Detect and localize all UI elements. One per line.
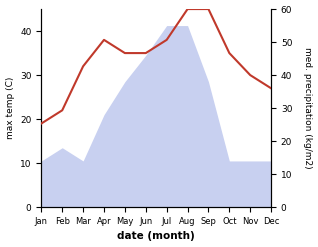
Y-axis label: max temp (C): max temp (C) <box>5 77 15 139</box>
Y-axis label: med. precipitation (kg/m2): med. precipitation (kg/m2) <box>303 47 313 169</box>
X-axis label: date (month): date (month) <box>117 231 195 242</box>
